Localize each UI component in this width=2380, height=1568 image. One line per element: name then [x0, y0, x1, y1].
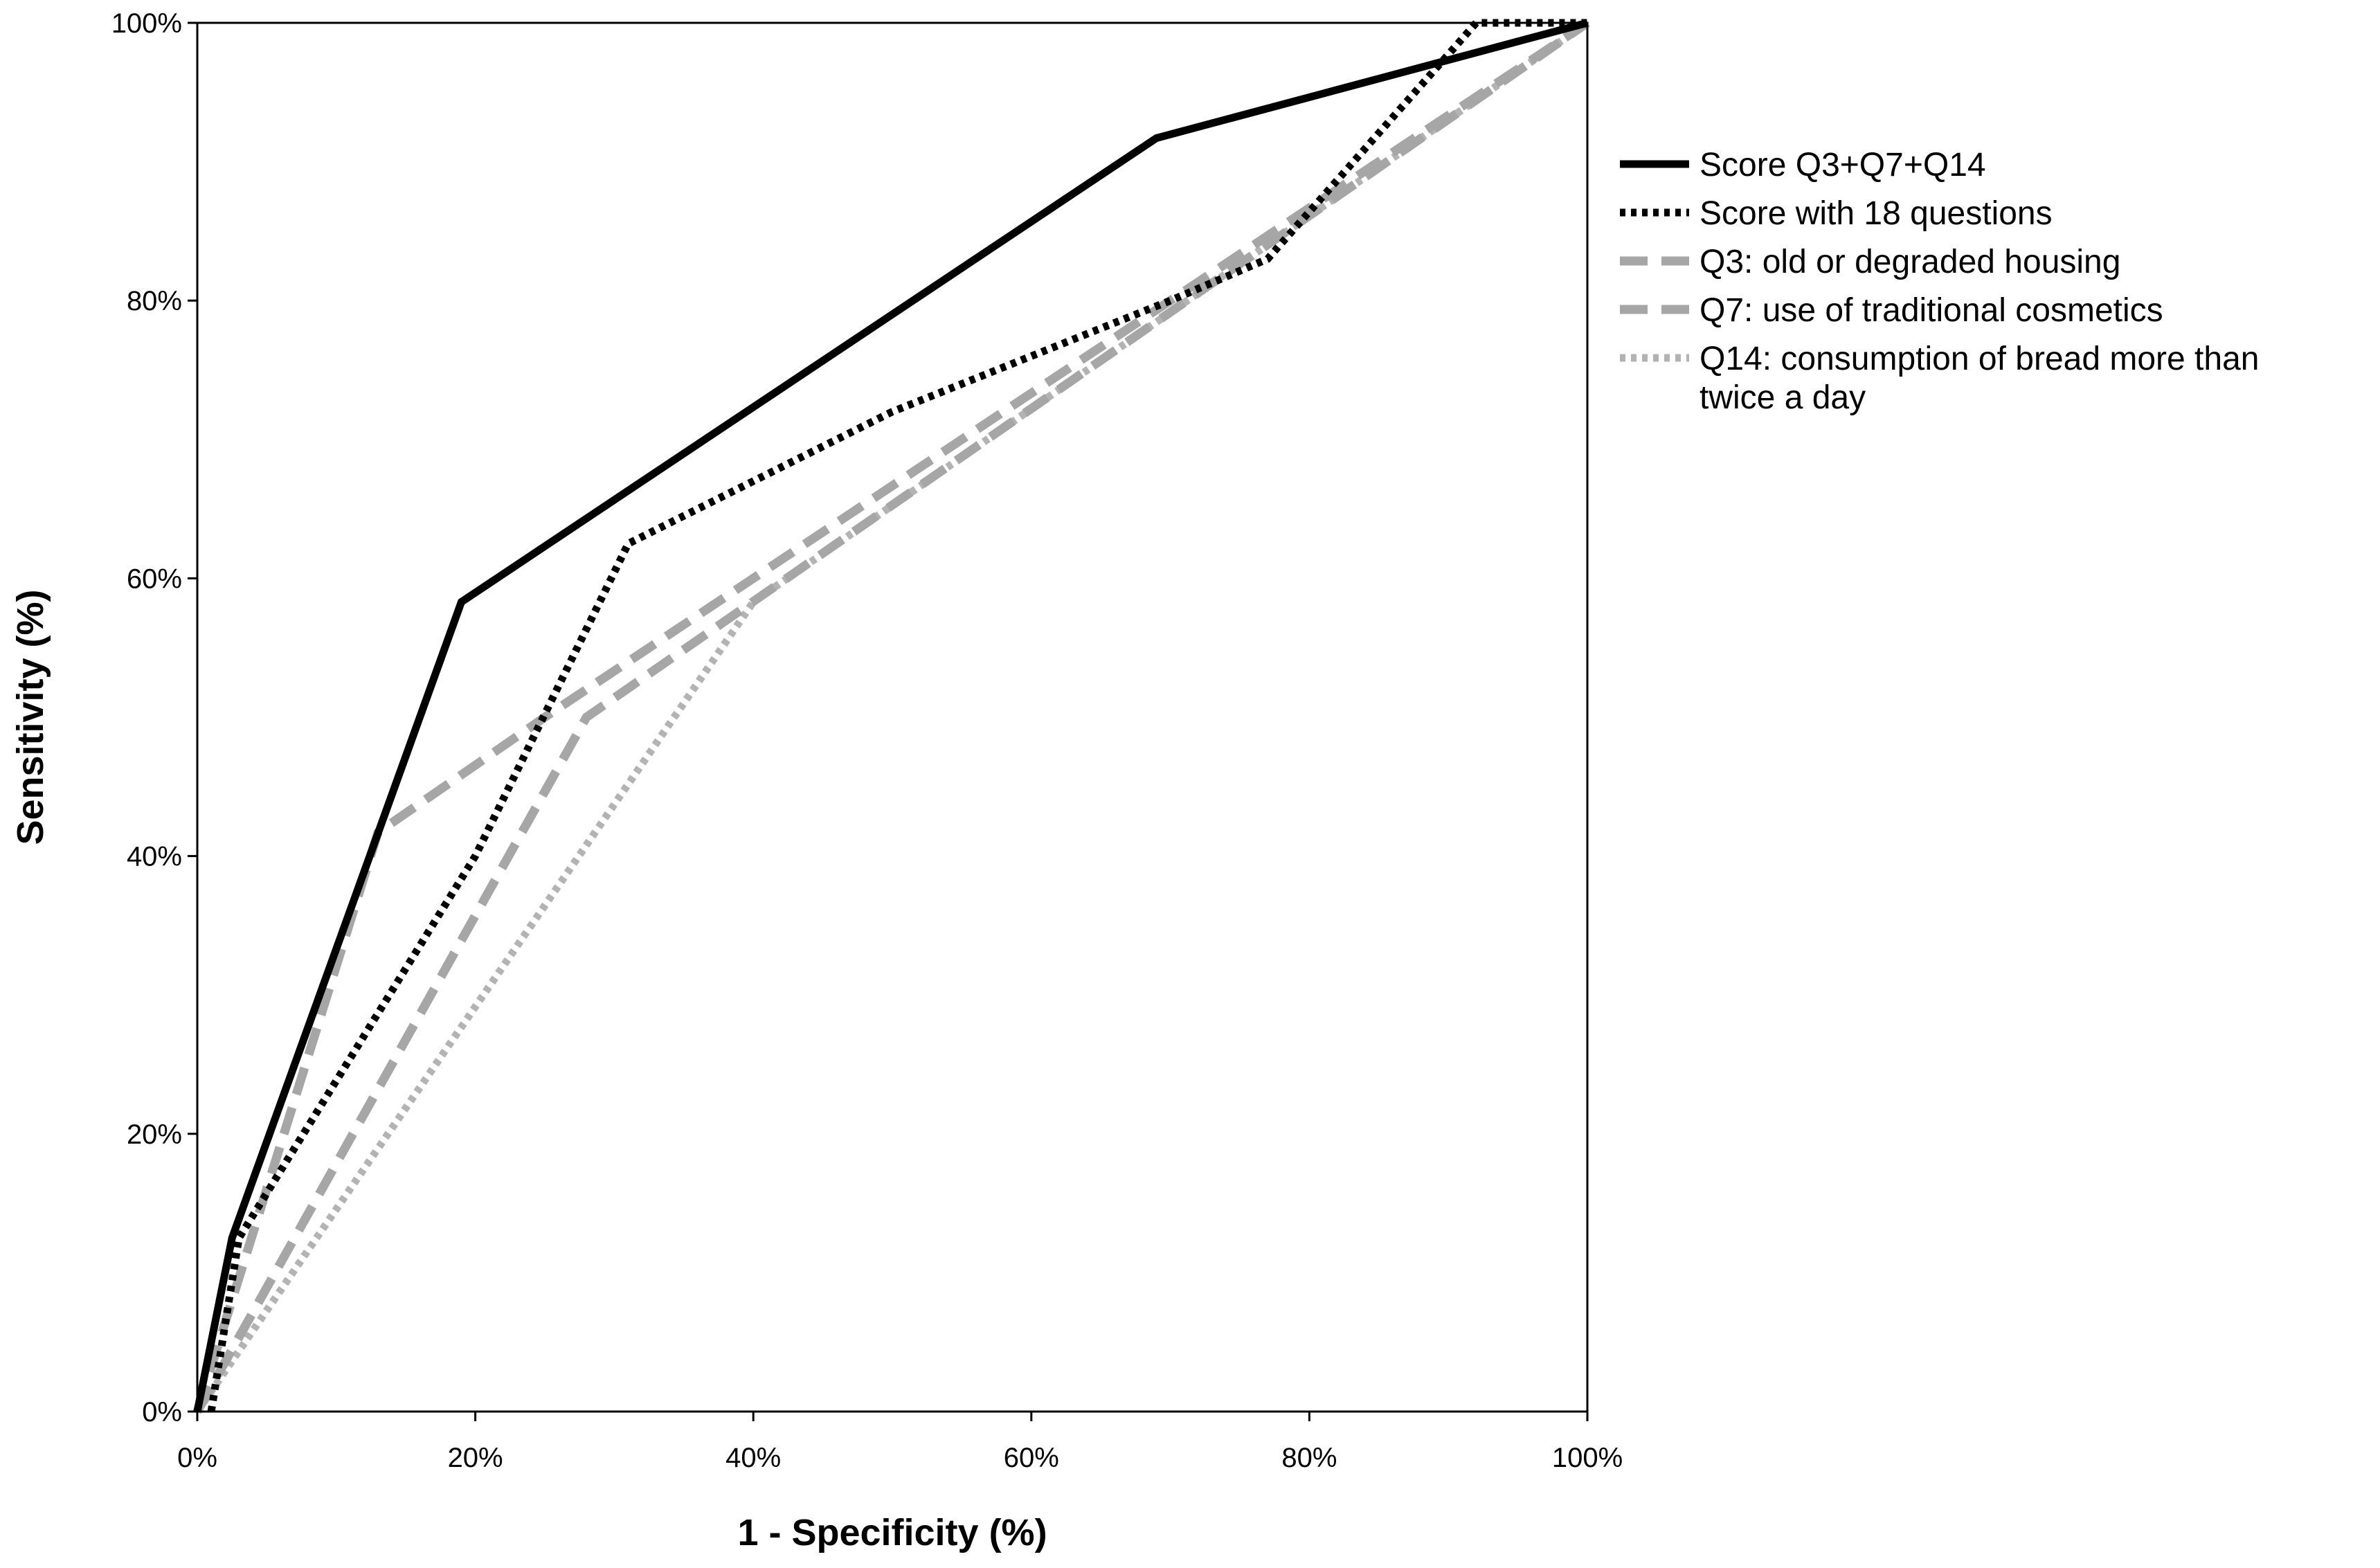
series-line-3 — [192, 19, 1590, 1413]
y-tick-label: 60% — [127, 564, 182, 594]
x-tick-label: 100% — [1552, 1443, 1623, 1473]
y-tick-label: 100% — [111, 8, 182, 39]
legend-label-5: twice a day — [1700, 379, 1866, 416]
plot-frame — [196, 21, 1589, 1413]
y-axis-title: Sensitivity (%) — [10, 589, 51, 845]
y-tick-label: 20% — [127, 1119, 182, 1150]
y-tick-label: 0% — [142, 1397, 182, 1427]
x-axis-title: 1 - Specificity (%) — [737, 1512, 1047, 1553]
x-tick-label: 40% — [725, 1443, 781, 1473]
series-layer — [192, 19, 1590, 1414]
ticks-layer: 0% 20% 40% 60% 80% 100% 0% 20% 40% 60% 80% 100% — [111, 8, 1623, 1473]
legend-label-2: Score with 18 questions — [1700, 195, 2053, 232]
legend-label-3: Q3: old or degraded housing — [1700, 244, 2120, 280]
series-line-2 — [207, 19, 1587, 1412]
series-line-4 — [193, 19, 1590, 1414]
legend-label-5: Q14: consumption of bread more than — [1700, 341, 2259, 377]
legend-label-4: Q7: use of traditional cosmetics — [1700, 292, 2163, 329]
x-tick-label: 60% — [1004, 1443, 1059, 1473]
x-tick-label: 80% — [1281, 1443, 1337, 1473]
y-tick-label: 40% — [127, 842, 182, 872]
x-tick-label: 0% — [177, 1443, 217, 1473]
legend-label-1: Score Q3+Q7+Q14 — [1700, 147, 1986, 183]
series-line-1 — [193, 19, 1589, 1413]
legend: Score Q3+Q7+Q14 Score with 18 questions Q3… — [1620, 147, 2259, 416]
x-tick-label: 20% — [448, 1443, 503, 1473]
y-tick-label: 80% — [127, 286, 182, 316]
